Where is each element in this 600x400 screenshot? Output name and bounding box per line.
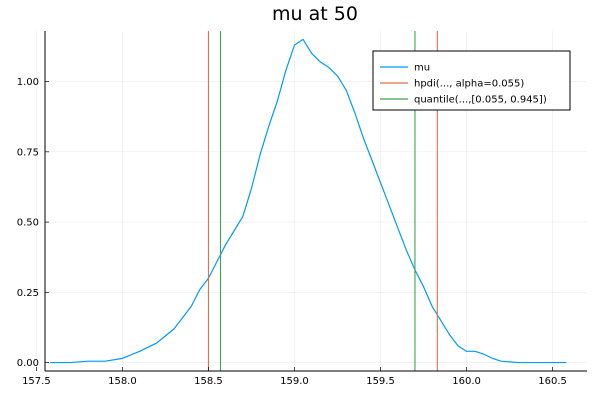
y-tick-label-0: 0.00 [17,358,39,369]
x-tick-label-1: 158.0 [108,376,137,387]
series-layer [50,31,567,371]
series-line-mu [50,38,567,364]
y-tick-label-1: 0.25 [17,288,39,299]
chart-title: mu at 50 [272,3,358,25]
legend-label-0: mu [414,63,430,74]
x-tick-label-3: 159.0 [280,376,309,387]
legend-label-2: quantile(...,[0.055, 0.945]) [414,95,547,106]
legend: mu hpdi(..., alpha=0.055) quantile(...,[0.… [372,50,571,111]
x-tick-label-0: 157.5 [22,376,51,387]
x-tick-label-2: 158.5 [194,376,223,387]
y-tick-label-4: 1.00 [17,77,39,88]
x-tick-label-5: 160.0 [452,376,481,387]
legend-label-1: hpdi(..., alpha=0.055) [414,79,524,90]
x-tick-label-4: 159.5 [366,376,395,387]
x-tick-label-6: 160.5 [538,376,567,387]
legend-box [372,50,571,111]
axes-layer: 157.5 158.0 158.5 159.0 159.5 160.0 160.5 0.00 0… [17,31,587,387]
y-tick-label-3: 0.75 [17,147,39,158]
y-tick-label-2: 0.50 [17,218,39,229]
